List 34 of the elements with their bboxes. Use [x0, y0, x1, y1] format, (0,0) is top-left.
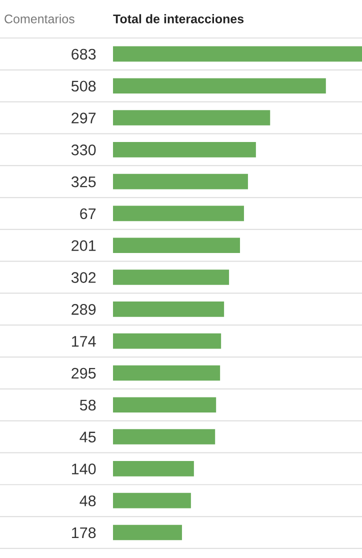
y-tick-label: 289 [72, 304, 96, 315]
bar [113, 524, 182, 540]
bar [113, 365, 220, 381]
x-axis-title: Total de interacciones [113, 14, 244, 24]
bar [113, 206, 244, 222]
bar [113, 78, 326, 94]
bar [113, 174, 248, 190]
y-tick-label: 325 [71, 176, 96, 188]
y-tick-label: 508 [71, 80, 96, 92]
y-tick-label: 48 [80, 495, 96, 506]
bar [113, 270, 230, 285]
y-tick-label: 295 [72, 368, 96, 379]
y-tick-label: 45 [80, 432, 96, 442]
bar [113, 461, 194, 476]
y-tick-label: 174 [72, 336, 96, 347]
y-tick-label: 297 [72, 112, 96, 124]
bar [113, 46, 362, 62]
bar [113, 492, 191, 508]
bar [113, 397, 216, 413]
bar [113, 333, 222, 349]
y-tick-label: 201 [72, 240, 96, 252]
bar [113, 142, 256, 158]
y-tick-label: 683 [72, 48, 96, 60]
bar [113, 429, 216, 444]
y-tick-label: 67 [80, 208, 96, 220]
y-tick-label: 58 [80, 400, 96, 411]
y-tick-label: 140 [72, 464, 96, 474]
bar [113, 110, 270, 126]
bar [113, 302, 224, 317]
y-tick-label: 330 [71, 144, 96, 156]
y-axis-title: Comentarios [4, 14, 74, 24]
y-tick-label: 302 [71, 272, 96, 283]
bar [113, 238, 240, 254]
y-tick-label: 178 [72, 527, 96, 538]
